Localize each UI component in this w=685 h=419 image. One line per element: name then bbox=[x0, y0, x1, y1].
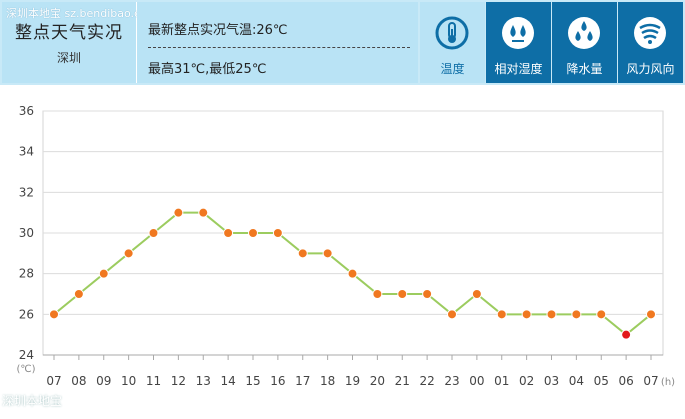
tab-humidity[interactable]: 相对湿度 bbox=[486, 2, 551, 83]
y-unit-label: (℃) bbox=[16, 364, 35, 375]
humidity-icon bbox=[502, 17, 534, 49]
info-box: 最新整点实况气温:26℃ 最高31℃,最低25℃ bbox=[137, 2, 418, 83]
data-point bbox=[646, 309, 656, 320]
x-tick-label: 08 bbox=[71, 374, 86, 388]
tab-label: 风力风向 bbox=[626, 62, 675, 76]
y-tick-label: 36 bbox=[19, 104, 34, 118]
data-point bbox=[148, 228, 159, 238]
data-point bbox=[73, 289, 84, 299]
data-point bbox=[422, 289, 433, 299]
y-tick-label: 30 bbox=[19, 226, 34, 240]
latest-temp-text: 最新整点实况气温:26℃ bbox=[148, 23, 288, 38]
data-point bbox=[397, 289, 408, 299]
data-point bbox=[347, 268, 358, 279]
data-point bbox=[272, 228, 283, 238]
y-tick-label: 32 bbox=[19, 185, 34, 199]
data-point bbox=[596, 309, 607, 320]
tab-wind[interactable]: 风力风向 bbox=[618, 2, 683, 83]
data-point bbox=[49, 309, 59, 320]
x-tick-label: 07 bbox=[46, 374, 61, 388]
data-point bbox=[546, 309, 557, 320]
x-tick-label: 10 bbox=[121, 374, 136, 388]
x-tick-label: 02 bbox=[519, 374, 534, 388]
y-tick-label: 28 bbox=[19, 267, 34, 281]
data-point bbox=[322, 248, 333, 259]
data-point bbox=[123, 248, 134, 259]
data-point bbox=[98, 268, 109, 279]
watermark: 深圳本地宝 sz.bendibao.com bbox=[6, 7, 158, 20]
watermark-bottom: 深圳本地宝 bbox=[2, 394, 63, 408]
title-box: 整点天气实况 深圳 深圳本地宝 sz.bendibao.com bbox=[2, 2, 158, 83]
x-tick-label: 16 bbox=[270, 374, 285, 388]
y-tick-label: 34 bbox=[19, 145, 34, 159]
x-tick-label: 19 bbox=[345, 374, 360, 388]
x-tick-label: 00 bbox=[469, 374, 484, 388]
tab-label: 温度 bbox=[440, 62, 465, 76]
x-tick-label: 21 bbox=[395, 374, 410, 388]
x-tick-label: 12 bbox=[171, 374, 186, 388]
data-point bbox=[297, 248, 308, 259]
data-point bbox=[223, 228, 234, 238]
x-tick-label: 13 bbox=[196, 374, 211, 388]
data-point bbox=[198, 207, 209, 218]
tab-label: 相对湿度 bbox=[494, 62, 543, 76]
data-point-min bbox=[621, 329, 632, 340]
x-tick-label: 15 bbox=[245, 374, 260, 388]
rain-drops-icon bbox=[568, 17, 600, 49]
data-point bbox=[471, 289, 482, 299]
x-tick-label: 01 bbox=[494, 374, 509, 388]
x-tick-label: 03 bbox=[544, 374, 559, 388]
data-point bbox=[496, 309, 507, 320]
temperature-chart: 36 34 32 30 28 26 24 (℃) (h) 07 08 09 10 11 12 13 14 15 16… bbox=[0, 85, 685, 419]
x-tick-label: 14 bbox=[220, 374, 235, 388]
dashed-divider bbox=[148, 47, 410, 48]
x-tick-label: 07 bbox=[643, 374, 658, 388]
data-point bbox=[248, 228, 258, 238]
tab-label: 降水量 bbox=[566, 62, 603, 76]
x-tick-label: 04 bbox=[569, 374, 584, 388]
thermometer-icon bbox=[435, 16, 469, 50]
tab-rainfall[interactable]: 降水量 bbox=[552, 2, 617, 83]
wind-icon bbox=[634, 17, 666, 49]
data-point bbox=[571, 309, 582, 320]
x-tick-label: 18 bbox=[320, 374, 335, 388]
header: 整点天气实况 深圳 深圳本地宝 sz.bendibao.com 最新整点实况气温… bbox=[0, 0, 685, 85]
x-unit-label: (h) bbox=[661, 377, 675, 388]
x-tick-label: 17 bbox=[295, 374, 310, 388]
high-low-text: 最高31℃,最低25℃ bbox=[148, 62, 267, 77]
tab-temperature[interactable]: 温度 bbox=[420, 2, 485, 83]
x-tick-label: 09 bbox=[96, 374, 111, 388]
data-point bbox=[173, 207, 184, 218]
page-title: 整点天气实况 bbox=[15, 23, 123, 43]
x-tick-label: 11 bbox=[146, 374, 161, 388]
x-tick-label: 05 bbox=[594, 374, 609, 388]
x-tick-label: 06 bbox=[618, 374, 633, 388]
data-point bbox=[447, 309, 457, 320]
city-name: 深圳 bbox=[56, 51, 81, 65]
data-point bbox=[521, 309, 532, 320]
x-tick-label: 23 bbox=[444, 374, 459, 388]
x-tick-label: 20 bbox=[370, 374, 385, 388]
x-tick-label: 22 bbox=[419, 374, 434, 388]
data-point bbox=[372, 289, 383, 299]
y-tick-label: 24 bbox=[19, 348, 34, 362]
y-tick-label: 26 bbox=[19, 307, 34, 321]
